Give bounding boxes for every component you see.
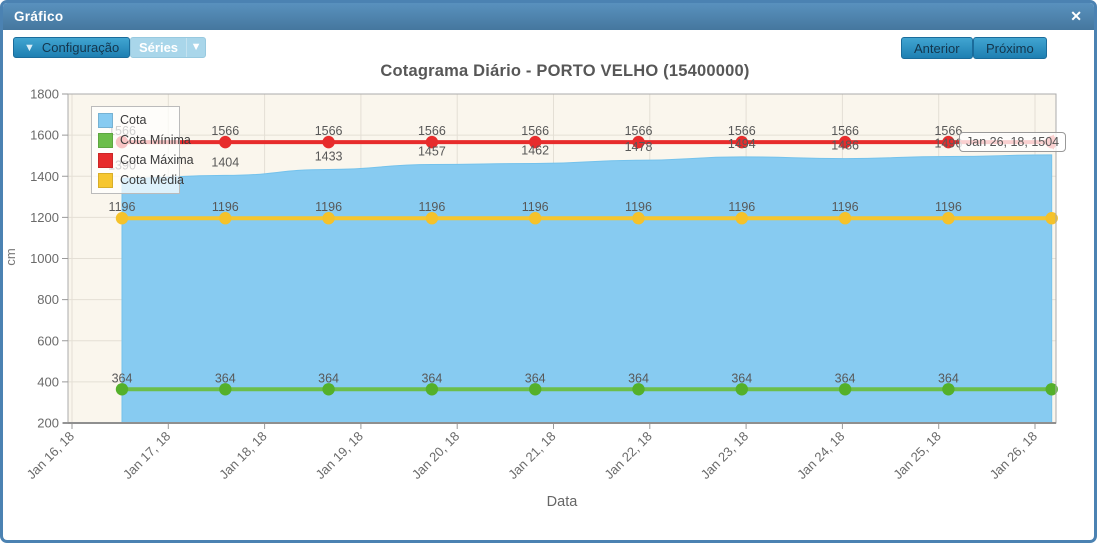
svg-text:Jan 20, 18: Jan 20, 18 [409, 429, 463, 483]
svg-text:1478: 1478 [625, 140, 653, 154]
svg-text:800: 800 [37, 292, 59, 307]
svg-text:Jan 18, 18: Jan 18, 18 [216, 429, 270, 483]
svg-text:1566: 1566 [418, 124, 446, 138]
configuracao-label: Configuração [41, 40, 120, 55]
dialog-header: Gráfico ✕ [3, 3, 1094, 30]
close-icon[interactable]: ✕ [1070, 8, 1082, 24]
svg-text:1566: 1566 [934, 124, 962, 138]
series-cota[interactable] [121, 154, 1053, 424]
svg-text:Jan 21, 18: Jan 21, 18 [505, 429, 559, 483]
svg-text:1196: 1196 [728, 200, 755, 214]
svg-text:1800: 1800 [30, 87, 59, 102]
chart-tooltip: Jan 26, 18, 1504 [959, 132, 1067, 152]
x-axis-title: Data [547, 494, 579, 510]
legend-swatch-icon [98, 172, 113, 188]
svg-text:1196: 1196 [625, 200, 652, 214]
svg-text:364: 364 [731, 371, 752, 385]
svg-text:Jan 23, 18: Jan 23, 18 [698, 429, 752, 483]
legend-label: Cota Média [120, 173, 184, 187]
svg-text:1196: 1196 [315, 200, 342, 214]
svg-text:Jan 16, 18: Jan 16, 18 [24, 429, 78, 483]
chart-title: Cotagrama Diário - PORTO VELHO (15400000… [380, 62, 750, 80]
legend-label: Cota Máxima [120, 153, 194, 167]
svg-text:1600: 1600 [30, 128, 59, 143]
legend-item-cota-m-dia[interactable]: Cota Média [98, 172, 184, 188]
chart-legend: Cota Cota Mínima Cota Máxima Cota Média [91, 106, 194, 194]
svg-text:1486: 1486 [831, 139, 859, 153]
svg-text:Jan 24, 18: Jan 24, 18 [794, 429, 848, 483]
legend-swatch-icon [98, 112, 113, 128]
svg-text:364: 364 [215, 371, 236, 385]
svg-text:Jan 25, 18: Jan 25, 18 [890, 429, 944, 483]
configuracao-button[interactable]: ▼ Configuração [13, 37, 131, 58]
series-button[interactable]: Séries ▼ [130, 37, 207, 58]
svg-text:364: 364 [318, 371, 339, 385]
legend-label: Cota [120, 113, 147, 127]
dialog-title: Gráfico [14, 9, 64, 24]
anterior-button[interactable]: Anterior [901, 37, 973, 59]
svg-text:Jan 22, 18: Jan 22, 18 [601, 429, 655, 483]
svg-text:1494: 1494 [728, 137, 756, 151]
svg-text:200: 200 [37, 416, 59, 431]
legend-swatch-icon [98, 152, 113, 168]
legend-label: Cota Mínima [120, 133, 191, 147]
svg-text:400: 400 [37, 374, 59, 389]
legend-item-cota-m-nima[interactable]: Cota Mínima [98, 132, 191, 148]
svg-text:Jan 17, 18: Jan 17, 18 [120, 429, 174, 483]
legend-swatch-icon [98, 132, 113, 148]
svg-text:364: 364 [938, 371, 959, 385]
svg-text:1496: 1496 [934, 137, 962, 151]
svg-text:364: 364 [628, 371, 649, 385]
chevron-down-icon[interactable]: ▼ [186, 38, 205, 57]
svg-text:1566: 1566 [728, 124, 756, 138]
svg-text:1404: 1404 [211, 155, 239, 169]
axis-ticks [62, 93, 1036, 429]
svg-text:Jan 26, 18: Jan 26, 18 [987, 429, 1041, 483]
svg-text:1196: 1196 [109, 200, 136, 214]
series-cota-m-dia[interactable] [115, 211, 1058, 225]
svg-text:1400: 1400 [30, 169, 59, 184]
svg-text:364: 364 [421, 371, 442, 385]
svg-text:1566: 1566 [315, 124, 343, 138]
svg-text:1196: 1196 [832, 200, 859, 214]
svg-text:1462: 1462 [521, 144, 549, 158]
series-cota-m-nima[interactable] [115, 383, 1058, 396]
svg-text:364: 364 [112, 371, 133, 385]
proximo-button[interactable]: Próximo [973, 37, 1047, 59]
svg-text:1566: 1566 [521, 124, 549, 138]
svg-text:1566: 1566 [831, 124, 859, 138]
y-axis-title: cm [3, 248, 18, 265]
svg-text:364: 364 [835, 371, 856, 385]
svg-text:1196: 1196 [935, 200, 962, 214]
series-label: Séries [139, 40, 179, 55]
svg-text:1200: 1200 [30, 210, 59, 225]
data-labels: 1390140414331457146214781494148614963643… [108, 124, 962, 385]
svg-text:1196: 1196 [522, 200, 549, 214]
legend-item-cota-m-xima[interactable]: Cota Máxima [98, 152, 194, 168]
svg-text:1196: 1196 [418, 200, 445, 214]
svg-text:1566: 1566 [625, 124, 653, 138]
chart-canvas: 1390140414331457146214781494148614963643… [3, 87, 1058, 510]
svg-text:364: 364 [525, 371, 546, 385]
svg-text:1433: 1433 [315, 149, 343, 163]
chevron-down-icon: ▼ [24, 41, 35, 54]
svg-text:1566: 1566 [211, 124, 239, 138]
svg-text:1457: 1457 [418, 145, 446, 159]
svg-text:Jan 19, 18: Jan 19, 18 [312, 429, 366, 483]
svg-text:1196: 1196 [212, 200, 239, 214]
svg-text:1000: 1000 [30, 251, 59, 266]
legend-item-cota[interactable]: Cota [98, 112, 173, 128]
svg-text:600: 600 [37, 333, 59, 348]
